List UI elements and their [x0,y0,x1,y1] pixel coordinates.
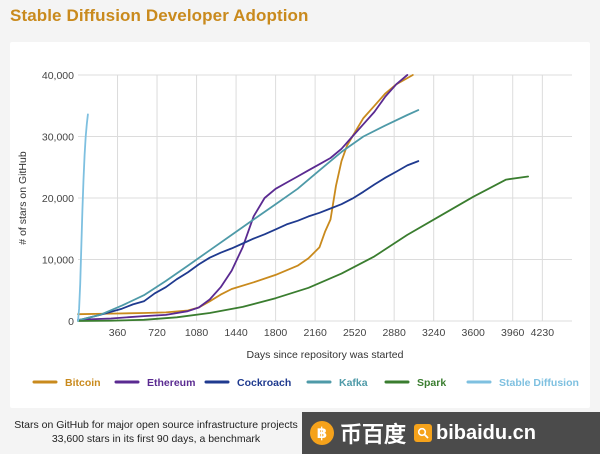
legend-label-ethereum: Ethereum [147,377,195,389]
x-tick-label: 1080 [185,327,209,339]
chart-card: 360 720 1080 1440 1800 2160 2520 2880 3240 3600 39… [10,42,590,408]
grid-lines [78,74,572,322]
series-line-bitcoin [77,74,414,316]
x-tick-label: 2520 [343,327,367,339]
x-axis-ticks: 360 720 1080 1440 1800 2160 2520 2880 3240 3600 39… [109,327,554,339]
x-tick-label: 1440 [224,327,248,339]
y-tick-label: 10,000 [42,255,74,267]
watermark-cn-text: 币百度 [340,422,407,447]
series-line-ethereum [77,74,409,321]
legend-label-bitcoin: Bitcoin [65,377,101,389]
caption-line-2: 33,600 stars in its first 90 days, a ben… [51,433,261,445]
legend-label-kafka: Kafka [339,377,368,389]
legend-label-spark: Spark [417,377,446,389]
y-axis-ticks: 0 10,000 20,000 30,000 40,000 [42,70,74,328]
x-tick-label: 3960 [501,327,525,339]
x-tick-label: 3600 [462,327,486,339]
legend-label-cockroach: Cockroach [237,377,291,389]
legend: Bitcoin Ethereum Cockroach Kafka Spark Stable… [32,377,579,389]
x-tick-label: 4230 [531,327,555,339]
series-line-kafka [77,109,420,322]
y-axis-label: # of stars on GitHub [17,151,29,245]
x-tick-label: 2880 [382,327,406,339]
y-tick-label: 40,000 [42,70,74,82]
line-chart: 360 720 1080 1440 1800 2160 2520 2880 3240 3600 39… [17,70,579,389]
series-lines [77,74,529,322]
y-tick-label: 0 [68,316,74,328]
watermark-banner: ฿ 币百度 bibaidu.cn [302,412,600,454]
coin-logo-icon: ฿ [310,421,334,445]
page-title: Stable Diffusion Developer Adoption [10,6,309,25]
y-tick-label: 20,000 [42,193,74,205]
series-line-spark [77,175,529,322]
x-tick-label: 2160 [303,327,327,339]
series-line-cockroach [77,160,420,322]
caption-line-1: Stars on GitHub for major open source in… [14,419,298,431]
x-tick-label: 360 [109,327,127,339]
x-tick-label: 3240 [422,327,446,339]
x-axis-label: Days since repository was started [247,349,404,361]
y-tick-label: 30,000 [42,132,74,144]
series-line-stable-diffusion [77,113,89,322]
watermark-domain: bibaidu.cn [436,421,537,444]
legend-label-stable-diffusion: Stable Diffusion [499,377,579,389]
x-tick-label: 720 [148,327,166,339]
x-tick-label: 1800 [264,327,288,339]
caption: Stars on GitHub for major open source in… [10,418,302,446]
search-icon [414,424,433,442]
